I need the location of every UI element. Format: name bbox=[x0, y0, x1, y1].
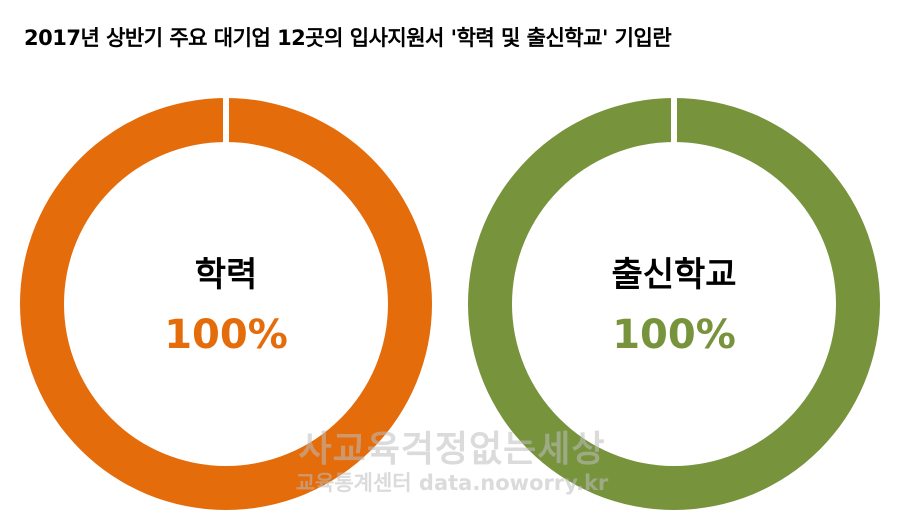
donut-value-school: 100% bbox=[612, 312, 736, 358]
donut-slice-school bbox=[468, 98, 880, 510]
donut-slice-education bbox=[20, 98, 432, 510]
donut-label-school: 출신학교 bbox=[611, 255, 736, 295]
donut-value-education: 100% bbox=[164, 312, 288, 358]
donut-chart-education: 학력 100% bbox=[20, 96, 432, 510]
chart-title: 2017년 상반기 주요 대기업 12곳의 입사지원서 '학력 및 출신학교' … bbox=[24, 26, 672, 50]
donut-chart-school: 출신학교 100% bbox=[468, 96, 880, 510]
donut-label-education: 학력 bbox=[195, 255, 258, 295]
